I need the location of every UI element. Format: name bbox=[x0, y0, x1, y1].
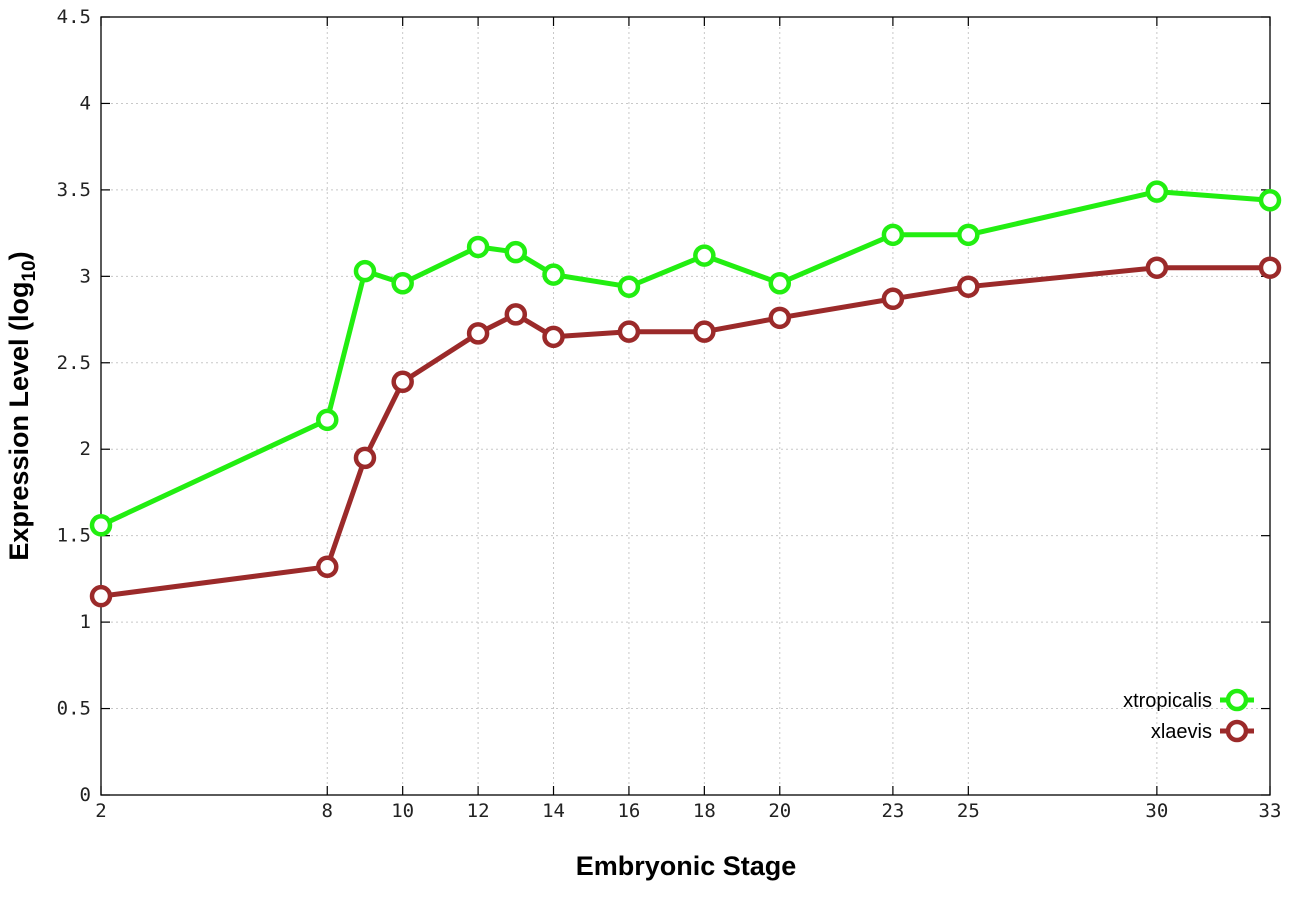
x-tick-label: 2 bbox=[95, 800, 106, 822]
data-point-xtropicalis bbox=[1145, 180, 1169, 203]
data-point-xtropicalis bbox=[316, 408, 339, 432]
legend-label-xlaevis: xlaevis bbox=[1151, 721, 1212, 743]
data-point-xtropicalis bbox=[693, 244, 716, 267]
y-axis-title-subscript: 10 bbox=[19, 260, 40, 281]
data-point-xtropicalis bbox=[466, 235, 490, 259]
y-tick-label: 2 bbox=[80, 438, 91, 460]
data-point-xtropicalis bbox=[1258, 189, 1282, 212]
x-tick-label: 33 bbox=[1259, 800, 1282, 822]
data-point-xlaevis bbox=[504, 303, 528, 326]
data-point-xlaevis bbox=[542, 325, 565, 349]
data-point-xlaevis bbox=[391, 370, 414, 394]
series-xlaevis bbox=[89, 256, 1282, 608]
data-point-xtropicalis bbox=[881, 223, 905, 247]
y-axis-title: Expression Level (log10) bbox=[4, 251, 40, 560]
y-tick-label: 0.5 bbox=[57, 698, 91, 720]
data-point-xtropicalis bbox=[353, 259, 377, 283]
data-point-xlaevis bbox=[353, 446, 377, 470]
data-point-xlaevis bbox=[466, 322, 490, 345]
y-tick-label: 3.5 bbox=[57, 179, 91, 201]
data-point-xlaevis bbox=[693, 320, 716, 343]
data-point-xlaevis bbox=[957, 275, 980, 298]
x-tick-label: 8 bbox=[322, 800, 333, 822]
grid-lines bbox=[100, 16, 1271, 796]
x-tick-label: 10 bbox=[391, 800, 414, 822]
series-xtropicalis bbox=[89, 180, 1282, 537]
data-point-xtropicalis bbox=[542, 263, 565, 286]
y-tick-label: 4 bbox=[80, 92, 91, 114]
y-tick-label: 2.5 bbox=[57, 352, 91, 374]
x-tick-label: 25 bbox=[957, 800, 980, 822]
legend: xtropicalis xlaevis bbox=[1123, 688, 1254, 743]
data-point-xlaevis bbox=[316, 555, 339, 579]
data-point-xtropicalis bbox=[617, 275, 641, 298]
x-tick-label: 23 bbox=[881, 800, 904, 822]
x-tick-label: 20 bbox=[768, 800, 791, 822]
data-point-xtropicalis bbox=[89, 514, 113, 537]
series-line-xlaevis bbox=[100, 265, 1270, 599]
data-point-xlaevis bbox=[89, 584, 113, 608]
x-tick-label: 30 bbox=[1145, 800, 1168, 822]
data-point-xtropicalis bbox=[768, 271, 792, 295]
y-tick-label: 4.5 bbox=[57, 6, 91, 28]
x-tick-label: 12 bbox=[467, 800, 490, 822]
legend-swatch-marker-xtropicalis bbox=[1225, 688, 1249, 712]
y-axis-title-main: Expression Level (log bbox=[4, 282, 34, 561]
plot-area-frame bbox=[100, 16, 1271, 796]
data-point-xtropicalis bbox=[957, 223, 980, 247]
data-point-xtropicalis bbox=[504, 240, 528, 264]
y-tick-label: 0 bbox=[80, 784, 91, 806]
series-lines bbox=[89, 180, 1282, 608]
x-tick-label: 16 bbox=[617, 800, 640, 822]
y-axis-title-suffix: ) bbox=[4, 251, 34, 260]
data-point-xlaevis bbox=[768, 306, 792, 330]
data-point-xlaevis bbox=[1258, 256, 1282, 279]
axis-ticks: 0 0.5 1 1.5 2 2.5 3 3.5 4 4.5 2 8 10 12 14 16 18 20 23 25 30… bbox=[57, 6, 1282, 822]
x-tick-label: 14 bbox=[542, 800, 565, 822]
data-point-xlaevis bbox=[617, 320, 641, 343]
data-point-xlaevis bbox=[881, 287, 905, 311]
legend-swatch-marker-xlaevis bbox=[1225, 719, 1249, 743]
data-point-xlaevis bbox=[1145, 256, 1169, 279]
series-line-xtropicalis bbox=[99, 189, 1271, 528]
y-tick-label: 1.5 bbox=[57, 525, 91, 547]
x-axis-title: Embryonic Stage bbox=[576, 851, 797, 881]
x-tick-label: 18 bbox=[693, 800, 716, 822]
y-tick-label: 1 bbox=[80, 611, 91, 633]
data-point-xtropicalis bbox=[391, 271, 414, 295]
y-tick-label: 3 bbox=[80, 265, 91, 287]
legend-label-xtropicalis: xtropicalis bbox=[1123, 690, 1212, 712]
